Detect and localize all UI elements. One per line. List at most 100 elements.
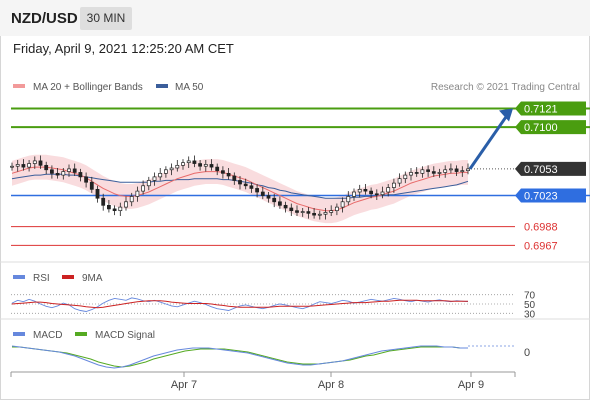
x-axis: Apr 7 Apr 8 Apr 9 (10, 372, 516, 391)
candle-body (392, 182, 396, 188)
candle-body (44, 164, 49, 171)
candle-body (278, 201, 282, 206)
candle-body (352, 191, 356, 197)
candle-body (181, 162, 185, 166)
ma50-legend-swatch (156, 84, 168, 88)
price-level-label: 0.7121 (524, 103, 558, 115)
header-bar: NZD/USD 30 MIN (0, 0, 590, 36)
main-plot: 0.7121 0.7100 0.7053 0.7023 0.6988 0.6967 (10, 101, 590, 252)
candle-body (135, 190, 140, 197)
macd-signal-legend-swatch (75, 332, 87, 336)
macd-legend-swatch (13, 332, 25, 336)
candle-body (346, 196, 351, 203)
candle-body (466, 168, 470, 172)
candle-body (10, 165, 14, 168)
rsi-level-label: 70 (524, 291, 536, 302)
price-level-label: 0.7053 (524, 164, 558, 176)
candle-body (312, 212, 316, 216)
candle-body (186, 160, 191, 164)
candle-body (27, 163, 31, 168)
candle-body (50, 169, 54, 174)
candle-body (215, 166, 220, 172)
price-level-tag (515, 161, 586, 176)
macd-signal-legend-label: MACD Signal (95, 330, 155, 341)
candle-body (329, 210, 334, 213)
x-tick-label: Apr 9 (458, 379, 484, 391)
candle-body (169, 167, 174, 171)
candle-body (209, 164, 214, 168)
rsi-level-label: 50 (524, 300, 536, 311)
candle-body (431, 171, 436, 174)
candle-body (295, 210, 299, 213)
candle-body (443, 169, 448, 173)
candle-body (72, 168, 77, 173)
candle-body (409, 172, 413, 176)
credit-label: Research © 2021 Trading Central (431, 82, 580, 93)
x-tick-label: Apr 7 (171, 379, 197, 391)
candle-body (67, 168, 71, 172)
candle-body (112, 208, 117, 212)
candle-body (141, 185, 145, 192)
rsi-ma-line (11, 299, 468, 309)
rsi-line (11, 297, 469, 312)
rsi-ma-legend-swatch (62, 275, 74, 279)
timeframe-button[interactable]: 30 MIN (80, 7, 132, 30)
candle-body (460, 170, 465, 173)
candle-body (38, 160, 43, 166)
candle-body (323, 212, 328, 215)
candle-body (101, 197, 106, 206)
macd-legend-label: MACD (33, 330, 62, 341)
candle-body (221, 170, 225, 174)
candle-body (164, 169, 168, 174)
candle-body (454, 168, 459, 172)
candle-body (21, 164, 26, 168)
candle-body (386, 187, 391, 193)
candle-body (272, 197, 277, 203)
rsi-legend-label: RSI (33, 273, 50, 284)
candle-body (266, 195, 271, 199)
chart-datetime: Friday, April 9, 2021 12:25:20 AM CET (13, 41, 234, 56)
candle-body (260, 191, 265, 196)
candle-body (283, 204, 288, 209)
candle-body (397, 178, 402, 184)
rsi-legend-swatch (13, 275, 25, 279)
candle-body (426, 169, 430, 172)
candle-body (78, 172, 83, 178)
candle-body (403, 174, 408, 180)
ma20-legend-label: MA 20 + Bollinger Bands (33, 82, 143, 93)
macd-line (11, 345, 468, 369)
candle-body (124, 201, 128, 208)
candle-body (55, 172, 60, 176)
candle-body (61, 171, 66, 176)
candle-body (300, 211, 305, 213)
candle-body (420, 169, 425, 174)
candle-body (306, 211, 311, 214)
price-level-label: 0.7100 (524, 122, 558, 134)
candle-body (175, 164, 180, 169)
macd-signal-line (12, 346, 468, 368)
candle-body (192, 160, 197, 164)
candle-body (89, 181, 94, 190)
macd-plot: 0 (11, 345, 530, 369)
rsi-level-label: 30 (524, 309, 536, 320)
candle-body (357, 188, 362, 193)
candle-body (158, 172, 163, 178)
candle-body (198, 163, 202, 167)
candle-body (335, 206, 339, 212)
candle-body (226, 172, 231, 177)
price-level-label: 0.7023 (524, 191, 558, 203)
x-tick-label: Apr 8 (318, 379, 344, 391)
ma50-legend-label: MA 50 (175, 82, 204, 93)
candle-body (255, 188, 259, 193)
price-level-tag (515, 101, 586, 116)
candle-body (129, 196, 134, 203)
candle-body (84, 176, 88, 183)
projection-arrow-line (468, 114, 509, 170)
candle-body (414, 172, 419, 174)
candle-body (374, 193, 379, 196)
candle-body (203, 164, 208, 167)
ma20-legend-swatch (13, 84, 25, 88)
candle-body (449, 168, 453, 171)
